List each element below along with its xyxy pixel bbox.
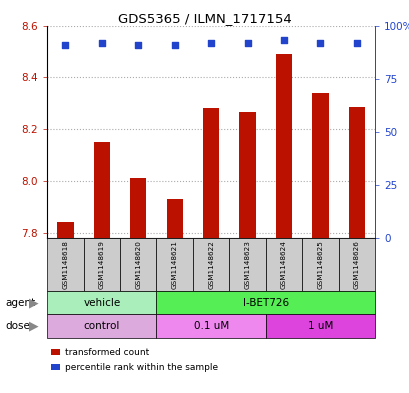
Point [171,42,178,48]
Text: GSM1148619: GSM1148619 [99,240,105,289]
Bar [93,142,110,238]
Text: dose: dose [5,321,30,331]
Bar [348,107,364,238]
Point [317,39,323,46]
Text: agent: agent [5,298,35,308]
Text: GSM1148623: GSM1148623 [244,240,250,289]
Text: GSM1148618: GSM1148618 [62,240,68,289]
Text: GSM1148620: GSM1148620 [135,240,141,289]
Text: GSM1148624: GSM1148624 [280,240,286,289]
Bar [239,112,255,238]
Point [98,39,105,46]
Bar [57,222,73,238]
Point [353,39,360,46]
Bar [166,199,182,238]
Text: vehicle: vehicle [83,298,120,308]
Text: I-BET726: I-BET726 [242,298,288,308]
Point [280,37,287,44]
Bar [312,93,328,238]
Text: ▶: ▶ [29,320,39,333]
Bar [130,178,146,238]
Text: percentile rank within the sample: percentile rank within the sample [65,363,218,371]
Text: GSM1148622: GSM1148622 [208,240,213,289]
Text: GSM1148626: GSM1148626 [353,240,359,289]
Point [135,42,141,48]
Text: control: control [83,321,120,331]
Point [244,39,250,46]
Text: 0.1 uM: 0.1 uM [193,321,228,331]
Bar [275,54,292,238]
Text: 1 uM: 1 uM [307,321,333,331]
Text: GSM1148621: GSM1148621 [171,240,177,289]
Text: ▶: ▶ [29,296,39,309]
Point [62,42,68,48]
Text: GSM1148625: GSM1148625 [317,240,323,289]
Text: GDS5365 / ILMN_1717154: GDS5365 / ILMN_1717154 [118,12,291,25]
Point [207,39,214,46]
Text: transformed count: transformed count [65,348,149,356]
Bar [202,108,219,238]
